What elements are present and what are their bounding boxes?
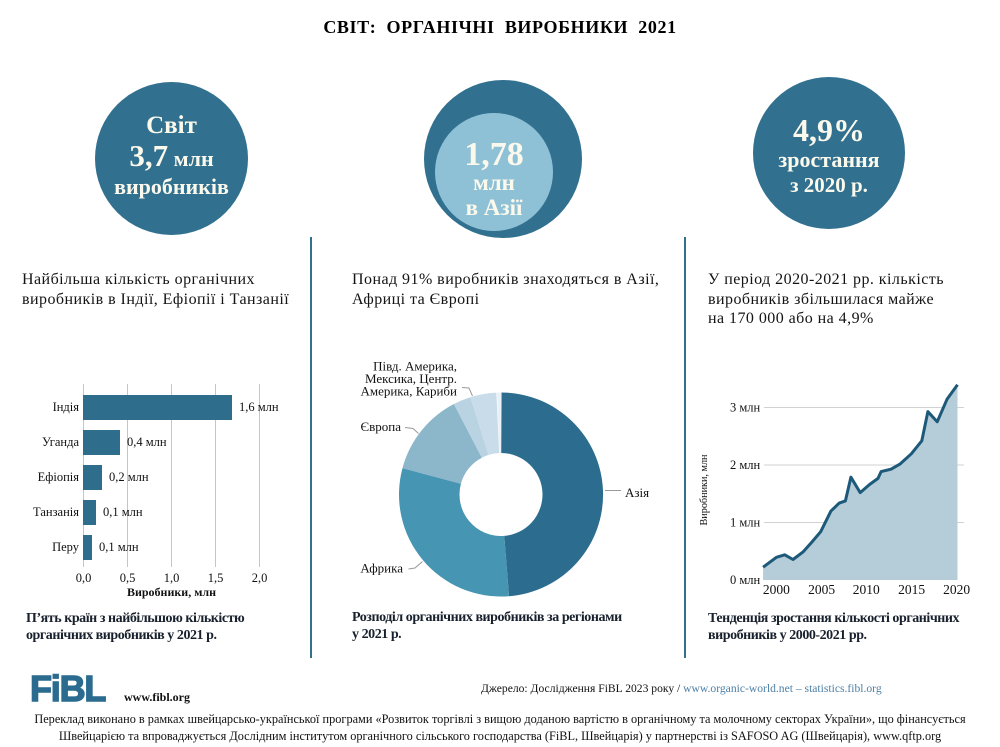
svg-text:Виробники, млн: Виробники, млн xyxy=(699,454,710,526)
svg-text:0,0: 0,0 xyxy=(76,571,92,585)
svg-text:Перу: Перу xyxy=(52,540,80,554)
svg-text:Танзанія: Танзанія xyxy=(33,505,79,519)
svg-text:1,5: 1,5 xyxy=(208,571,224,585)
svg-text:Америка, Кариби: Америка, Кариби xyxy=(360,384,457,399)
svg-text:Європа: Європа xyxy=(361,419,402,434)
svg-text:Виробники, млн: Виробники, млн xyxy=(127,585,216,599)
svg-text:1,0: 1,0 xyxy=(164,571,180,585)
svg-text:0,1 млн: 0,1 млн xyxy=(103,505,143,519)
svg-text:3 млн: 3 млн xyxy=(730,401,761,415)
svg-text:Індія: Індія xyxy=(53,400,80,414)
svg-text:Азія: Азія xyxy=(625,485,649,500)
svg-text:2000: 2000 xyxy=(763,582,790,597)
svg-text:1 млн: 1 млн xyxy=(730,516,761,530)
svg-text:0 млн: 0 млн xyxy=(730,573,761,587)
svg-text:Ефіопія: Ефіопія xyxy=(38,470,80,484)
svg-text:2005: 2005 xyxy=(808,582,835,597)
svg-text:Африка: Африка xyxy=(360,561,403,576)
svg-text:Уганда: Уганда xyxy=(42,435,79,449)
svg-text:0,5: 0,5 xyxy=(120,571,136,585)
svg-text:0,4 млн: 0,4 млн xyxy=(127,435,167,449)
svg-text:0,1 млн: 0,1 млн xyxy=(99,540,139,554)
svg-text:0,2 млн: 0,2 млн xyxy=(109,470,149,484)
svg-text:2010: 2010 xyxy=(853,582,880,597)
svg-text:Мексика, Центр.: Мексика, Центр. xyxy=(365,371,457,386)
svg-text:1,6 млн: 1,6 млн xyxy=(239,400,279,414)
svg-text:2 млн: 2 млн xyxy=(730,458,761,472)
svg-text:2015: 2015 xyxy=(898,582,925,597)
svg-text:2020: 2020 xyxy=(943,582,970,597)
svg-text:2,0: 2,0 xyxy=(252,571,268,585)
svg-text:Півд. Америка,: Півд. Америка, xyxy=(373,359,457,374)
